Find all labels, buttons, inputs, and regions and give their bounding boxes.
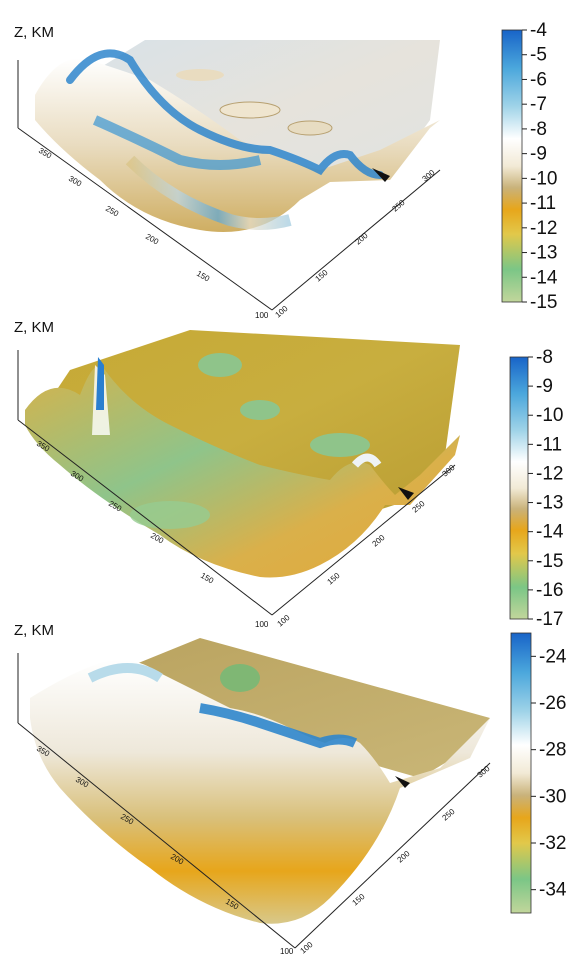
colorbar-tick-label: -9 [530,144,547,165]
tick: 150 [199,571,216,586]
tick: 200 [144,232,161,247]
z-axis-label: Z, KM [14,319,54,336]
colorbar-tick-label: -7 [530,94,547,115]
tick: 100 [255,311,269,320]
colorbar-tick-label: -6 [530,69,547,90]
colorbar-tick-label: -30 [539,786,566,807]
colorbar: -24 -26 -28 -30 -32 -34 [510,632,567,914]
axes [17,60,441,311]
colorbar-tick-label: -5 [530,45,547,66]
colorbar-tick-label: -17 [536,609,563,630]
colorbar-tick-label: -8 [536,347,553,368]
tick: 150 [326,571,342,587]
colorbar-tick-label: -12 [530,218,557,239]
colorbar-tick-label: -26 [539,693,566,714]
colorbar-tick-label: -8 [530,119,547,140]
tick: 350 [37,146,54,161]
colorbar-tick-label: -15 [536,551,563,572]
axes [17,350,456,616]
tick: 100 [280,947,294,956]
tick: 200 [396,849,412,865]
surface-plot-2: 350 300 250 200 150 100 100 150 200 250 … [17,330,564,630]
colorbar-tick-label: -13 [536,493,563,514]
surface-plot-1: 350 300 250 200 150 100 100 150 200 250 … [17,20,558,320]
colorbar-ticks: -24 -26 -28 -30 -32 -34 [531,646,567,901]
colorbar-tick-label: -10 [530,168,557,189]
tick: 250 [104,204,121,219]
surface-mesh [25,330,460,578]
colorbar-tick-label: -11 [536,434,562,455]
colorbar-ticks: -4 -5 -6 -7 -8 -9 -10 -11 -12 -13 -14 -15 [522,20,558,313]
colorbar-tick-label: -4 [530,20,547,41]
colorbar-ticks: -8 -9 -10 -11 -12 -13 -14 -15 -16 -17 [528,347,564,630]
colorbar-tick-label: -13 [530,243,557,264]
colorbar-tick-label: -11 [530,193,556,214]
surface-panel-1: Z, KM [0,0,581,320]
surface-mesh [30,638,490,924]
colorbar-tick-label: -28 [539,740,566,761]
colorbar-tick-label: -15 [530,292,557,313]
tick: 200 [354,231,370,247]
tick: 150 [195,269,212,284]
colorbar: -4 -5 -6 -7 -8 -9 -10 -11 -12 -13 -14 -15 [501,20,558,313]
surface-panel-3: Z, KM 350 300 250 20 [0,618,581,956]
colorbar-tick-label: -34 [539,880,567,901]
colorbar-tick-label: -12 [536,463,563,484]
colorbar: -8 -9 -10 -11 -12 -13 -14 -15 -16 -17 [509,347,564,630]
tick: 150 [314,268,330,284]
colorbar-tick-label: -24 [539,646,567,667]
colorbar-tick-label: -32 [539,833,566,854]
tick: 300 [421,168,437,184]
colorbar-tick-label: -9 [536,376,553,397]
surface-mesh [35,40,440,232]
axes [17,653,491,949]
tick: 250 [441,807,457,823]
z-axis-label: Z, KM [14,24,54,41]
tick: 150 [351,892,367,908]
tick: 300 [67,174,84,189]
colorbar-tick-label: -16 [536,580,563,601]
surface-panel-2: Z, KM 350 300 [0,315,581,635]
tick: 200 [371,533,387,549]
z-axis-label: Z, KM [14,622,54,639]
colorbar-tick-label: -14 [536,522,564,543]
colorbar-tick-label: -14 [530,267,558,288]
tick: 300 [476,764,492,780]
tick: 100 [255,620,269,629]
colorbar-tick-label: -10 [536,405,563,426]
surface-plot-3: 350 300 250 200 150 100 100 150 200 250 … [17,632,567,956]
